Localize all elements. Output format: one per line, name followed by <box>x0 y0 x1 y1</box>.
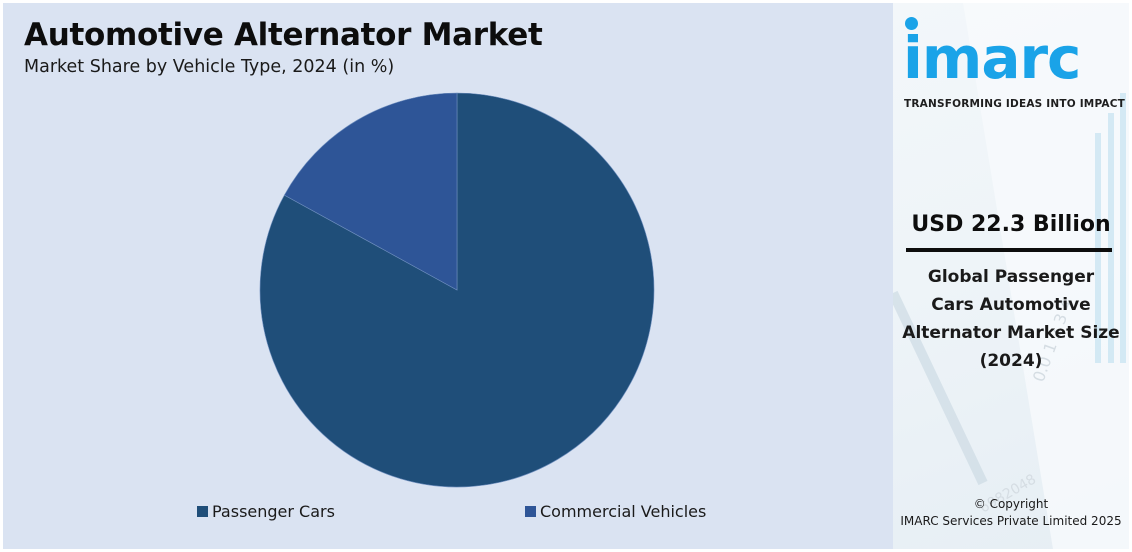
market-size-description: Global Passenger Cars Automotive Alterna… <box>893 263 1129 375</box>
legend-item-commercial-vehicles: Commercial Vehicles <box>525 502 706 521</box>
legend-label: Commercial Vehicles <box>540 502 707 521</box>
pie-slice-commercial-vehicles <box>283 92 458 291</box>
copyright-notice: © Copyright IMARC Services Private Limit… <box>893 496 1129 530</box>
pie-chart <box>259 92 655 488</box>
legend-label: Passenger Cars <box>212 502 335 521</box>
desc-line: Alternator Market Size <box>902 323 1120 343</box>
chart-subtitle: Market Share by Vehicle Type, 2024 (in %… <box>24 57 395 77</box>
desc-line: (2024) <box>979 351 1043 371</box>
legend-swatch <box>525 506 536 517</box>
divider <box>906 248 1112 252</box>
chart-panel: Automotive Alternator Market Market Shar… <box>3 3 893 549</box>
legend-item-passenger-cars: Passenger Cars <box>197 502 335 521</box>
legend-swatch <box>197 506 208 517</box>
logo-text: imarc <box>903 24 1081 92</box>
logo-dot-icon <box>905 17 918 30</box>
copyright-line: © Copyright <box>973 497 1049 511</box>
background-decoration: 0.0 1 2 3 4 6982048 <box>893 3 1129 549</box>
market-size-value: USD 22.3 Billion <box>911 212 1111 237</box>
info-sidebar: 0.0 1 2 3 4 6982048 imarc TRANSFORMING I… <box>893 3 1129 549</box>
copyright-line: IMARC Services Private Limited 2025 <box>900 514 1122 528</box>
chart-title: Automotive Alternator Market <box>24 17 543 53</box>
desc-line: Global Passenger <box>927 267 1095 287</box>
logo-tagline: TRANSFORMING IDEAS INTO IMPACT <box>904 98 1125 110</box>
desc-line: Cars Automotive <box>931 295 1091 315</box>
